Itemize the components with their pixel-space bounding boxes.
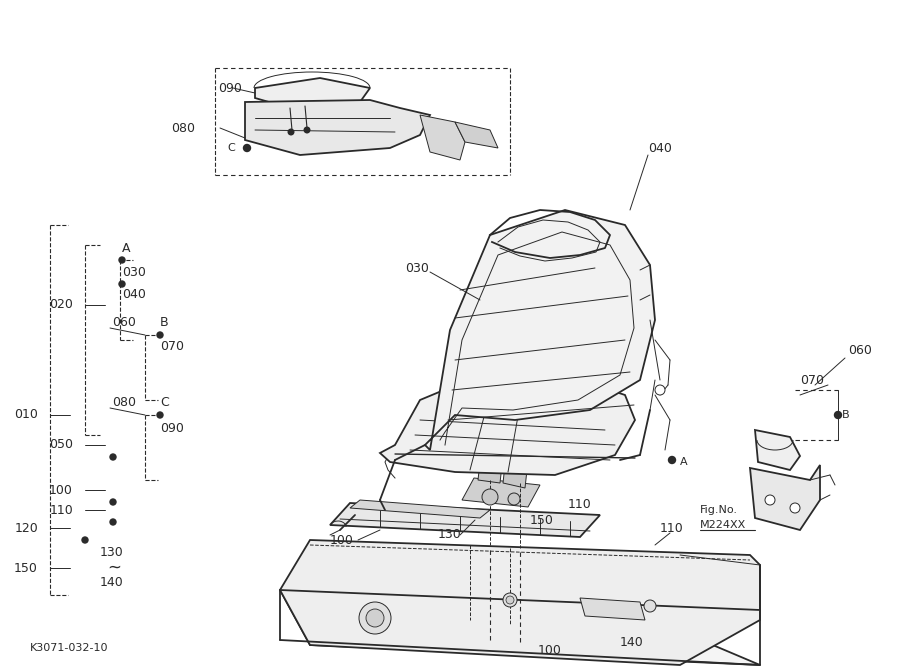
Polygon shape [420, 115, 464, 160]
Circle shape [358, 602, 391, 634]
Text: 110: 110 [50, 504, 73, 516]
Text: 030: 030 [122, 265, 146, 279]
Text: 080: 080 [112, 397, 136, 409]
Circle shape [157, 412, 163, 418]
Polygon shape [461, 478, 539, 507]
Text: 060: 060 [112, 317, 136, 329]
Text: 040: 040 [122, 287, 146, 301]
Text: K3071-032-10: K3071-032-10 [30, 643, 108, 653]
Text: C: C [227, 143, 234, 153]
Text: ~: ~ [107, 559, 121, 577]
Polygon shape [279, 540, 759, 665]
Circle shape [482, 489, 497, 505]
Polygon shape [754, 430, 800, 470]
Text: 100: 100 [49, 484, 73, 496]
Text: 070: 070 [800, 373, 823, 387]
Polygon shape [244, 100, 429, 155]
Text: 130: 130 [100, 546, 124, 560]
Circle shape [654, 385, 664, 395]
Circle shape [834, 411, 841, 418]
Text: 120: 120 [14, 522, 38, 534]
Text: 070: 070 [160, 341, 184, 353]
Circle shape [287, 128, 294, 136]
Circle shape [119, 281, 125, 287]
Polygon shape [455, 122, 497, 148]
Circle shape [366, 609, 383, 627]
Circle shape [157, 332, 163, 338]
Text: 080: 080 [171, 122, 195, 134]
Circle shape [110, 454, 116, 460]
Text: 150: 150 [529, 514, 553, 526]
Text: 130: 130 [437, 528, 461, 542]
Polygon shape [330, 503, 599, 537]
Polygon shape [579, 598, 644, 620]
Circle shape [503, 593, 516, 607]
Circle shape [110, 499, 116, 505]
Text: 010: 010 [14, 409, 38, 422]
Polygon shape [503, 465, 527, 488]
Text: M224XX: M224XX [699, 520, 745, 530]
Polygon shape [425, 210, 654, 450]
Circle shape [244, 144, 250, 152]
Text: 150: 150 [14, 562, 38, 574]
Circle shape [119, 257, 125, 263]
Circle shape [643, 600, 655, 612]
Text: 060: 060 [847, 343, 871, 357]
Text: 110: 110 [567, 498, 591, 512]
Circle shape [765, 495, 774, 505]
Text: 030: 030 [404, 261, 428, 275]
Circle shape [505, 596, 514, 604]
Circle shape [507, 493, 519, 505]
Text: 040: 040 [647, 142, 671, 154]
Text: Fig.No.: Fig.No. [699, 505, 737, 515]
Polygon shape [349, 500, 490, 518]
Polygon shape [380, 375, 634, 475]
Text: B: B [841, 410, 849, 420]
Polygon shape [478, 462, 502, 483]
Text: B: B [160, 317, 168, 329]
Text: 110: 110 [659, 522, 683, 534]
Text: 140: 140 [619, 637, 643, 649]
Text: 100: 100 [538, 643, 562, 657]
Text: C: C [160, 397, 168, 409]
Text: 090: 090 [160, 422, 184, 434]
Text: 090: 090 [218, 81, 242, 94]
Text: A: A [122, 242, 130, 255]
Circle shape [303, 126, 311, 134]
Text: 020: 020 [49, 299, 73, 311]
Polygon shape [255, 78, 369, 108]
Text: A: A [679, 457, 686, 467]
Circle shape [789, 503, 800, 513]
Text: 140: 140 [100, 576, 124, 589]
Polygon shape [749, 465, 819, 530]
Text: 100: 100 [330, 534, 354, 546]
Polygon shape [279, 590, 759, 665]
Circle shape [668, 456, 675, 464]
Circle shape [82, 537, 88, 543]
Circle shape [110, 519, 116, 525]
Text: 050: 050 [49, 438, 73, 452]
